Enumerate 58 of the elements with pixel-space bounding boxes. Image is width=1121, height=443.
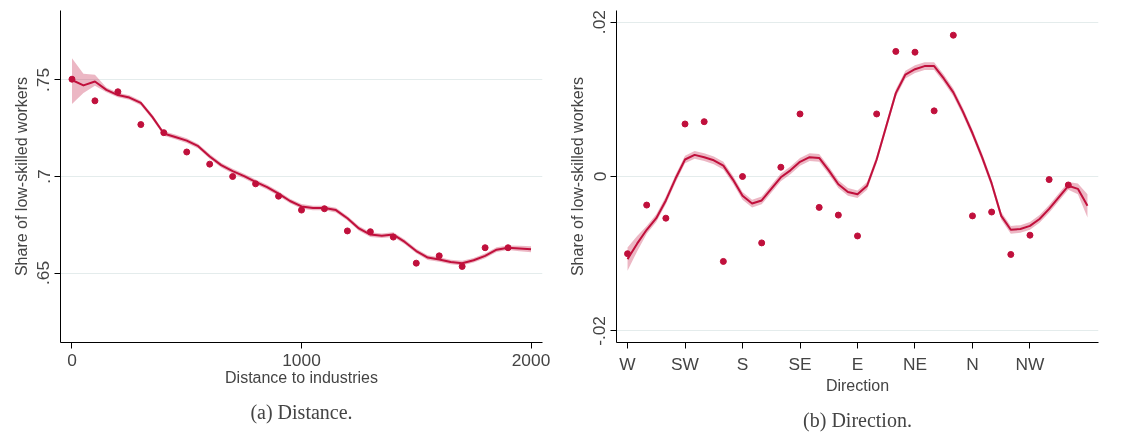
x-tick-label: W xyxy=(619,353,637,374)
y-tick-label: .7 xyxy=(33,169,54,184)
x-tick-label: NW xyxy=(1015,353,1046,374)
point xyxy=(911,48,919,56)
point xyxy=(758,239,766,247)
point xyxy=(91,97,99,105)
point xyxy=(1045,176,1053,184)
point xyxy=(681,120,689,128)
point xyxy=(137,121,145,129)
x-tick-label: NE xyxy=(902,353,928,374)
point xyxy=(968,212,976,220)
point xyxy=(892,47,900,55)
x-axis-title: Direction xyxy=(825,376,890,394)
point xyxy=(481,244,489,252)
point xyxy=(68,75,76,83)
y-axis-title: Share of low-skilled workers xyxy=(12,76,30,277)
x-tick-label: N xyxy=(966,353,979,374)
point xyxy=(643,201,651,209)
point xyxy=(458,262,466,270)
point xyxy=(183,148,191,156)
point xyxy=(343,227,351,235)
point xyxy=(930,107,938,115)
x-tick-label: SW xyxy=(671,353,700,374)
point xyxy=(412,259,420,267)
point xyxy=(777,163,785,171)
point xyxy=(873,110,881,118)
point xyxy=(229,173,237,180)
point xyxy=(988,208,996,216)
point xyxy=(815,203,823,211)
point xyxy=(662,214,670,222)
y-axis-title: Share of low-skilled workers xyxy=(568,76,586,277)
x-tick-label: 1000 xyxy=(282,349,321,370)
x-tick-label: SE xyxy=(788,353,812,374)
point xyxy=(1026,231,1034,239)
x-axis-title: Distance to industries xyxy=(225,368,378,386)
point xyxy=(719,257,727,265)
text: (a) Distance. xyxy=(250,400,353,424)
point xyxy=(854,232,861,240)
y-tick-label: .02 xyxy=(589,10,610,35)
y-tick-label: .75 xyxy=(33,67,54,93)
y-tick-label: 0 xyxy=(589,171,610,182)
point xyxy=(796,110,804,118)
y-tick-label: -.02 xyxy=(589,315,610,346)
x-tick-label: 2000 xyxy=(511,349,551,370)
point xyxy=(298,206,305,214)
x-tick-label: 0 xyxy=(67,349,77,370)
point xyxy=(1007,250,1015,258)
point xyxy=(739,173,747,180)
point xyxy=(114,88,122,96)
point xyxy=(700,118,708,126)
x-tick-label: S xyxy=(736,353,749,374)
point xyxy=(206,160,214,168)
x-tick-label: E xyxy=(851,353,864,374)
text: (b) Direction. xyxy=(803,408,912,432)
y-tick-label: .65 xyxy=(33,260,54,286)
point xyxy=(949,31,957,39)
point xyxy=(435,252,443,260)
point xyxy=(834,211,842,219)
